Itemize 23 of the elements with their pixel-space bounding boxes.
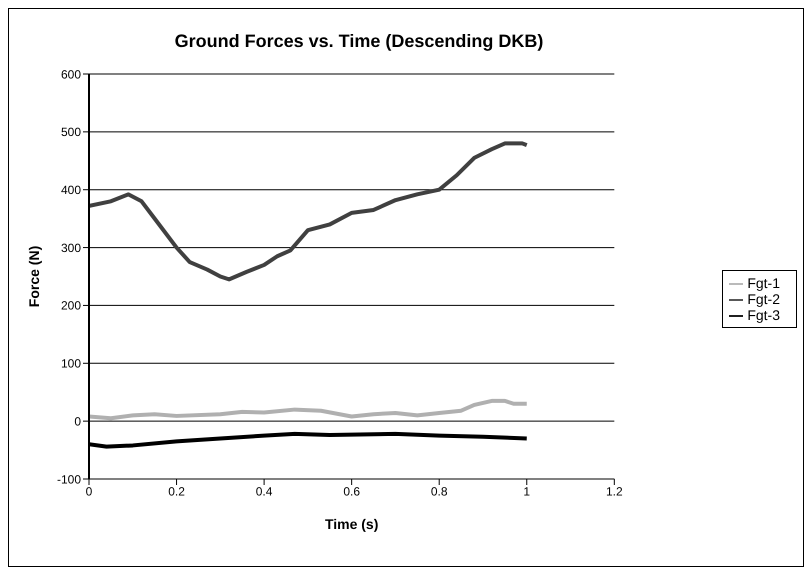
- legend-label: Fgt-1: [747, 274, 780, 291]
- y-tick-label: 600: [60, 67, 82, 82]
- x-tick-label: 0.8: [430, 484, 448, 499]
- chart-title: Ground Forces vs. Time (Descending DKB): [174, 31, 544, 52]
- line-series: [89, 398, 529, 420]
- y-tick-label: 200: [60, 298, 82, 313]
- y-tick-label: 0: [74, 414, 82, 428]
- legend-label: Fgt-3: [747, 307, 780, 324]
- x-tick-label: 0.2: [168, 484, 186, 499]
- x-tick-label: 0.4: [256, 484, 273, 499]
- y-tick-label: 100: [60, 356, 82, 371]
- y-tick-label: 400: [60, 182, 82, 197]
- y-axis-title: Force (N): [26, 246, 42, 308]
- x-tick-label: 1.2: [606, 484, 623, 499]
- y-tick-label: 500: [60, 125, 82, 140]
- x-tick-label: 0.6: [343, 484, 360, 499]
- y-tick-label: -100: [56, 472, 82, 486]
- line-series: [89, 141, 529, 282]
- y-tick-label: 300: [60, 240, 82, 255]
- x-tick-label: 0: [86, 484, 93, 499]
- legend-label: Fgt-2: [747, 290, 780, 307]
- x-tick-label: 1: [523, 484, 530, 499]
- x-axis-title: Time (s): [324, 516, 378, 532]
